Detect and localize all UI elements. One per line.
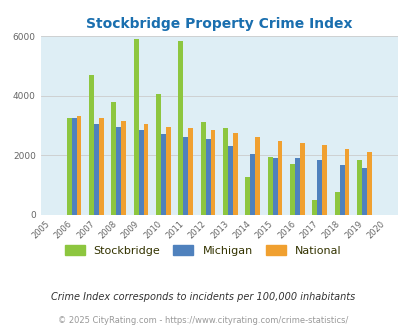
Bar: [200, 122, 205, 214]
Bar: [121, 121, 126, 214]
Bar: [210, 130, 215, 214]
Bar: [334, 192, 339, 214]
Bar: [316, 160, 322, 214]
Legend: Stockbridge, Michigan, National: Stockbridge, Michigan, National: [60, 241, 345, 260]
Bar: [255, 137, 260, 214]
Bar: [143, 124, 148, 214]
Bar: [222, 128, 227, 214]
Bar: [339, 166, 344, 214]
Bar: [160, 134, 166, 214]
Bar: [99, 118, 104, 214]
Bar: [356, 160, 361, 214]
Bar: [89, 75, 94, 214]
Bar: [267, 157, 272, 214]
Bar: [94, 124, 99, 214]
Bar: [188, 128, 193, 214]
Bar: [366, 151, 371, 214]
Bar: [232, 133, 237, 214]
Bar: [289, 164, 294, 214]
Bar: [183, 137, 188, 214]
Bar: [66, 118, 71, 214]
Bar: [322, 145, 326, 214]
Bar: [71, 118, 77, 214]
Text: Crime Index corresponds to incidents per 100,000 inhabitants: Crime Index corresponds to incidents per…: [51, 292, 354, 302]
Bar: [294, 158, 299, 214]
Bar: [138, 130, 143, 214]
Bar: [133, 39, 138, 214]
Bar: [227, 146, 232, 214]
Bar: [116, 127, 121, 214]
Bar: [344, 149, 349, 214]
Bar: [178, 41, 183, 214]
Bar: [311, 200, 316, 215]
Title: Stockbridge Property Crime Index: Stockbridge Property Crime Index: [86, 17, 352, 31]
Bar: [361, 169, 366, 214]
Bar: [156, 94, 160, 214]
Bar: [272, 158, 277, 214]
Bar: [166, 127, 171, 214]
Bar: [77, 116, 81, 214]
Bar: [299, 143, 304, 214]
Bar: [277, 141, 282, 214]
Bar: [249, 154, 255, 214]
Text: © 2025 CityRating.com - https://www.cityrating.com/crime-statistics/: © 2025 CityRating.com - https://www.city…: [58, 316, 347, 325]
Bar: [245, 178, 249, 214]
Bar: [205, 139, 210, 214]
Bar: [111, 102, 116, 214]
